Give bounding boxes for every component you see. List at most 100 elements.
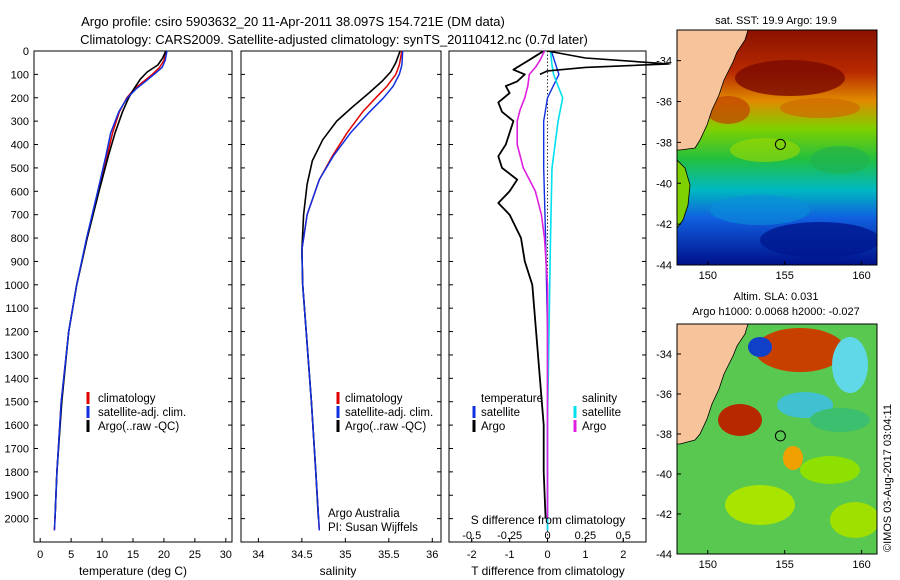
sst-map-frame — [676, 29, 878, 266]
t-difference-tick-label: -2 — [467, 549, 477, 561]
figure-title-line1: Argo profile: csiro 5903632_20 11-Apr-20… — [81, 14, 505, 29]
salinity-tick-label: 35.5 — [378, 549, 399, 561]
sla-map-panel: Altim. SLA: 0.031 Argo h1000: 0.0068 h20… — [656, 291, 878, 571]
float-program: Argo Australia — [328, 508, 400, 520]
map-lon-tick-label: 160 — [852, 559, 870, 571]
copyright-text: ©IMOS 03-Aug-2017 03:04:11 — [882, 404, 894, 552]
sst-land — [677, 30, 749, 151]
argo-position-marker — [774, 430, 786, 442]
map-lat-tick-label: -42 — [656, 219, 672, 231]
depth-tick-label: 2000 — [5, 514, 29, 526]
figure-title-line2: Climatology: CARS2009. Satellite-adjuste… — [80, 32, 588, 47]
sst-map-panel: sat. SST: 19.9 Argo: 19.9 150 155 160 -34 -3… — [656, 15, 878, 282]
salinity-axes-frame — [240, 50, 442, 543]
depth-tick-label: 600 — [11, 186, 29, 198]
salinity-tick-label: 35 — [339, 549, 351, 561]
depth-tick-label: 100 — [11, 69, 29, 81]
t-difference-tick-label: 1 — [582, 549, 588, 561]
s-difference-tick-label: -0.5 — [462, 530, 481, 542]
salinity-tick-label: 36 — [426, 549, 438, 561]
depth-tick-label: 1000 — [5, 280, 29, 292]
depth-tick-label: 300 — [11, 116, 29, 128]
map-lat-tick-label: -42 — [656, 509, 672, 521]
t-argo-difference-line — [497, 50, 547, 519]
sla-map-title: Altim. SLA: 0.031 — [734, 291, 819, 303]
depth-tick-label: 900 — [11, 256, 29, 268]
temperature-tick-label: 30 — [220, 549, 232, 561]
map-lat-tick-label: -40 — [656, 469, 672, 481]
s-difference-tick-label: 0.25 — [575, 530, 596, 542]
salinity-depth-ticks — [241, 50, 441, 520]
depth-tick-label: 800 — [11, 233, 29, 245]
s-argo-spike-line — [539, 50, 670, 76]
t-difference-tick-label: 2 — [620, 549, 626, 561]
depth-tick-label: 400 — [11, 140, 29, 152]
salinity-tick-label: 34.5 — [291, 549, 312, 561]
depth-tick-label: 1300 — [5, 350, 29, 362]
sst-map-title: sat. SST: 19.9 Argo: 19.9 — [715, 15, 837, 27]
depth-tick-label: 1700 — [5, 443, 29, 455]
map-lon-tick-label: 150 — [699, 270, 717, 282]
difference-profiles — [497, 50, 670, 531]
legend-t-satellite: satellite — [481, 407, 520, 419]
legend-argo: Argo(..raw -QC) — [345, 421, 426, 433]
salinity-legend: climatology satellite-adj. clim. Argo(..… — [336, 392, 433, 433]
map-lat-tick-label: -34 — [656, 56, 672, 68]
legend-temperature-header: temperature — [481, 393, 543, 405]
argo-position-marker — [774, 138, 786, 150]
s-difference-tick-label: 0.5 — [616, 530, 631, 542]
map-lat-tick-label: -44 — [656, 549, 672, 561]
s-difference-axis: -0.5 -0.25 0 0.25 0.5 — [462, 530, 631, 542]
s-satellite-difference-line — [546, 50, 564, 531]
temperature-profiles — [53, 50, 168, 531]
temperature-xlabel: temperature (deg C) — [79, 564, 187, 578]
salinity-tick-label: 34 — [252, 549, 264, 561]
salinity-panel: 34 34.5 35 35.5 36 salinity climatology sate… — [240, 50, 442, 578]
depth-axis: 0 100 200 300 400 500 600 700 800 900 1000 1100 1200… — [5, 46, 232, 526]
temperature-tick-label: 0 — [37, 549, 43, 561]
legend-salinity-header: salinity — [582, 393, 617, 405]
map-lat-tick-label: -40 — [656, 178, 672, 190]
difference-legend: temperature satellite Argo salinity sate… — [472, 393, 621, 433]
depth-tick-label: 200 — [11, 93, 29, 105]
s-difference-tick-label: -0.25 — [497, 530, 522, 542]
depth-tick-label: 700 — [11, 210, 29, 222]
depth-tick-label: 500 — [11, 163, 29, 175]
map-lon-tick-label: 160 — [852, 270, 870, 282]
t-difference-tick-label: -1 — [505, 549, 515, 561]
temperature-tick-label: 25 — [189, 549, 201, 561]
legend-climatology: climatology — [345, 393, 403, 405]
map-lat-tick-label: -36 — [656, 97, 672, 109]
difference-panel: -2 -1 0 1 2 -0.5 -0.25 0 0.25 0.5 S difference f… — [448, 50, 670, 578]
map-lon-tick-label: 155 — [776, 270, 794, 282]
legend-argo: Argo(..raw -QC) — [98, 421, 179, 433]
s-difference-xlabel: S difference from climatology — [471, 513, 626, 527]
legend-climatology: climatology — [98, 393, 156, 405]
map-lat-tick-label: -38 — [656, 429, 672, 441]
salinity-xlabel: salinity — [320, 564, 357, 578]
temperature-tick-label: 5 — [68, 549, 74, 561]
sst-field — [677, 30, 877, 265]
legend-s-satellite: satellite — [582, 407, 621, 419]
depth-tick-label: 1900 — [5, 490, 29, 502]
salinity-satellite-line — [301, 50, 404, 531]
temperature-axes-frame — [33, 50, 233, 543]
float-pi: PI: Susan Wijffels — [328, 522, 418, 534]
t-difference-tick-label: 0 — [544, 549, 550, 561]
map-lat-tick-label: -34 — [656, 349, 672, 361]
difference-depth-ticks — [449, 50, 646, 520]
depth-tick-label: 1600 — [5, 420, 29, 432]
sla-map-frame — [676, 323, 878, 555]
sla-map-axes: 150 155 160 -34 -36 -38 -40 -42 -44 — [656, 349, 871, 571]
sst-map-axes: 150 155 160 -34 -36 -38 -40 -42 -44 — [656, 56, 871, 282]
map-lat-tick-label: -44 — [656, 260, 672, 272]
map-lon-tick-label: 155 — [776, 559, 794, 571]
legend-satellite-adj: satellite-adj. clim. — [345, 407, 433, 419]
map-lon-tick-label: 150 — [699, 559, 717, 571]
depth-tick-label: 1100 — [5, 303, 29, 315]
temperature-axis: 0 5 10 15 20 25 30 — [37, 538, 232, 561]
sst-land-south — [677, 159, 691, 229]
depth-tick-label: 1500 — [5, 397, 29, 409]
map-lat-tick-label: -38 — [656, 137, 672, 149]
legend-satellite-adj: satellite-adj. clim. — [98, 407, 186, 419]
